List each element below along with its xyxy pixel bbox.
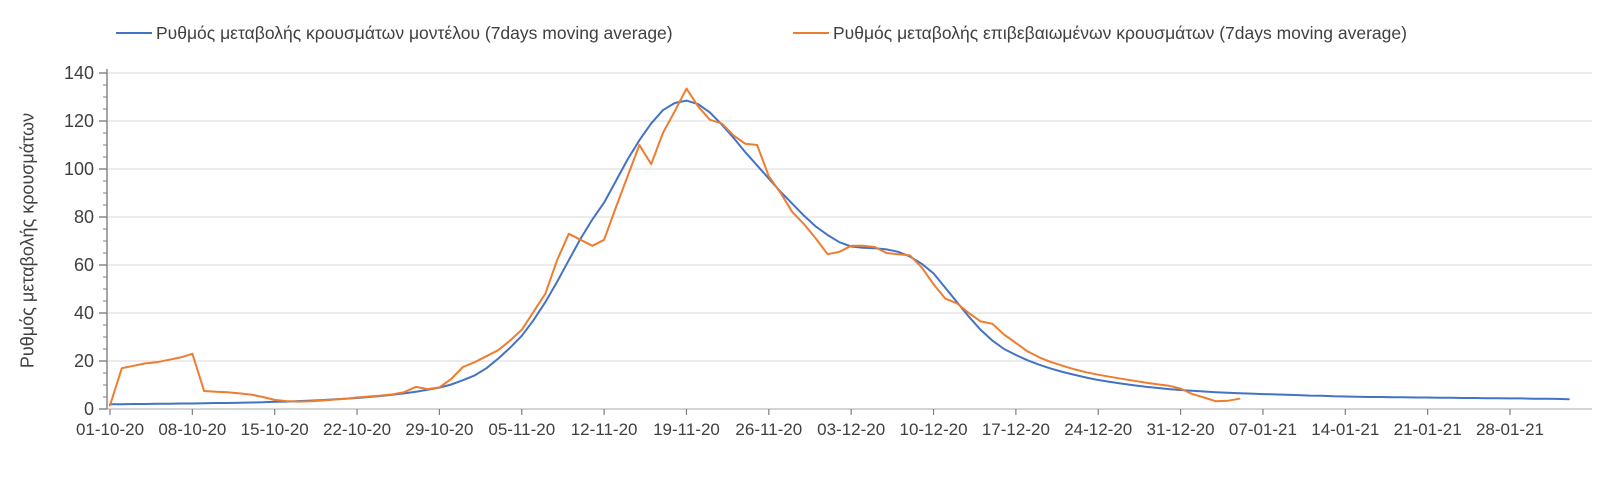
legend-item-confirmed: Ρυθμός μεταβολής επιβεβαιωμένων κρουσμάτ… bbox=[793, 22, 1407, 44]
x-tick-label: 28-01-21 bbox=[1476, 420, 1544, 439]
x-tick-label: 17-12-20 bbox=[982, 420, 1050, 439]
x-tick-label: 24-12-20 bbox=[1064, 420, 1132, 439]
x-tick-label: 21-01-21 bbox=[1394, 420, 1462, 439]
y-tick-label: 0 bbox=[84, 399, 94, 419]
series-line-confirmed bbox=[109, 87, 1241, 407]
y-tick-label: 60 bbox=[74, 255, 94, 275]
x-tick-label: 05-11-20 bbox=[488, 420, 555, 439]
legend-label-confirmed: Ρυθμός μεταβολής επιβεβαιωμένων κρουσμάτ… bbox=[833, 22, 1407, 43]
y-tick-label: 20 bbox=[74, 351, 94, 371]
x-tick-label: 10-12-20 bbox=[899, 420, 967, 439]
x-tick-label: 12-11-20 bbox=[571, 420, 638, 439]
y-tick-label: 40 bbox=[74, 303, 94, 323]
legend-marker-confirmed-line bbox=[793, 32, 829, 34]
legend-item-model: Ρυθμός μεταβολής κρουσμάτων μοντέλου (7d… bbox=[116, 22, 673, 44]
x-tick-label: 07-01-21 bbox=[1229, 420, 1297, 439]
x-tick-label: 19-11-20 bbox=[653, 420, 720, 439]
x-tick-label: 29-10-20 bbox=[405, 420, 473, 439]
x-tick-label: 01-10-20 bbox=[76, 420, 144, 439]
x-tick-label: 22-10-20 bbox=[323, 420, 391, 439]
x-tick-label: 15-10-20 bbox=[241, 420, 309, 439]
y-tick-label: 120 bbox=[64, 111, 94, 131]
y-tick-label: 80 bbox=[74, 207, 94, 227]
y-tick-label: 140 bbox=[64, 63, 94, 83]
x-tick-label: 08-10-20 bbox=[158, 420, 226, 439]
x-tick-label: 14-01-21 bbox=[1311, 420, 1379, 439]
x-tick-label: 26-11-20 bbox=[735, 420, 802, 439]
x-tick-label: 31-12-20 bbox=[1147, 420, 1215, 439]
y-axis-title: Ρυθμός μεταβολής κρουσμάτων bbox=[17, 112, 38, 369]
x-tick-label: 03-12-20 bbox=[817, 420, 885, 439]
y-tick-label: 100 bbox=[64, 159, 94, 179]
legend-label-model: Ρυθμός μεταβολής κρουσμάτων μοντέλου (7d… bbox=[156, 22, 673, 43]
legend-marker-model-line bbox=[116, 32, 152, 34]
